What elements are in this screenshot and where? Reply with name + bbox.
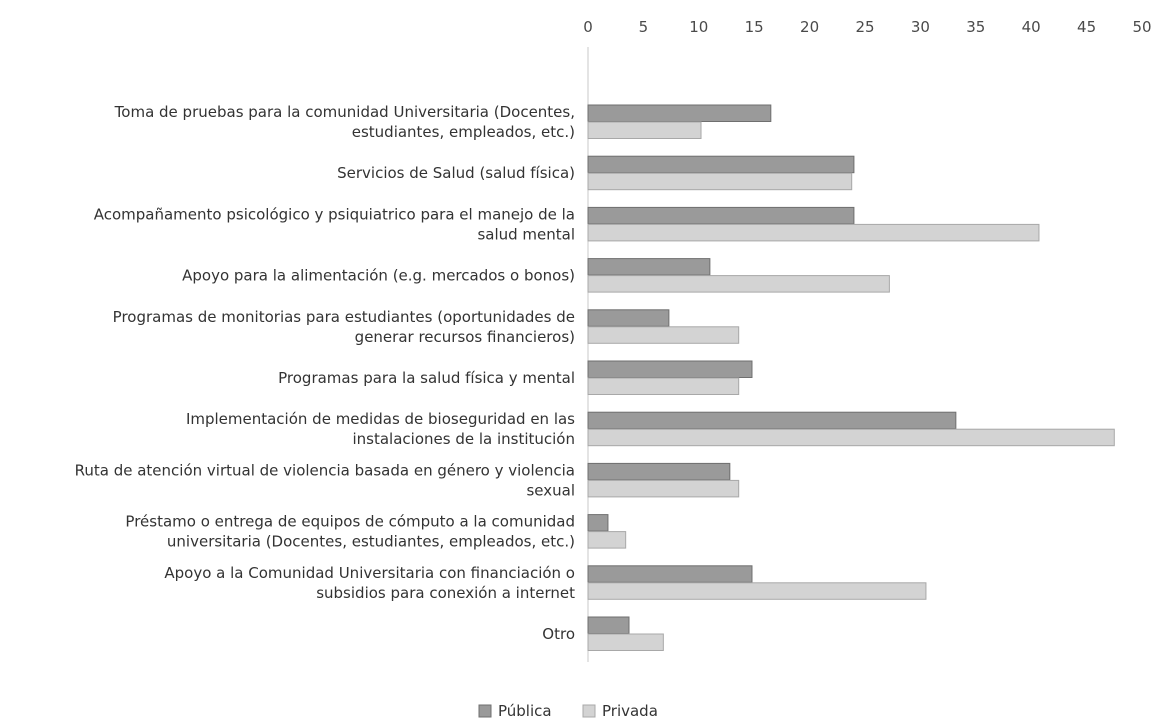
bar-publica — [587, 616, 630, 634]
legend-label-privada: Privada — [602, 702, 658, 719]
category-label: Préstamo o entrega de equipos de cómputo… — [125, 513, 575, 531]
x-tick-label: 20 — [800, 18, 819, 36]
bar-publica — [587, 155, 855, 174]
bar-privada — [587, 479, 740, 498]
bar-privada — [587, 428, 1115, 447]
bar-publica — [587, 514, 609, 532]
legend: Pública Privada — [478, 702, 658, 719]
x-tick-label: 45 — [1077, 18, 1096, 36]
x-tick-label: 40 — [1022, 18, 1041, 36]
bar-publica — [587, 565, 753, 583]
category-label: universitaria (Docentes, estudiantes, em… — [167, 533, 575, 551]
category-labels: Toma de pruebas para la comunidad Univer… — [75, 103, 576, 643]
bar-publica — [587, 309, 670, 327]
category-label: Apoyo a la Comunidad Universitaria con f… — [164, 564, 575, 582]
bar-privada — [587, 377, 740, 395]
x-axis: 0 5 10 15 20 25 30 35 40 45 50 — [583, 18, 1151, 36]
category-label: Implementación de medidas de biosegurida… — [186, 410, 575, 428]
bar-privada — [587, 121, 702, 139]
x-tick-label: 25 — [855, 18, 874, 36]
x-tick-label: 15 — [745, 18, 764, 36]
category-label: Otro — [542, 625, 575, 643]
bar-publica — [587, 411, 957, 430]
bar-publica — [587, 462, 731, 481]
bar-privada — [587, 172, 853, 191]
category-label: Programas para la salud física y mental — [278, 369, 575, 387]
legend-swatch-privada — [582, 704, 596, 718]
bar-privada — [587, 531, 627, 549]
x-tick-label: 5 — [639, 18, 649, 36]
category-label: Toma de pruebas para la comunidad Univer… — [114, 103, 575, 121]
bars — [587, 104, 1115, 651]
bar-privada — [587, 275, 890, 293]
x-tick-label: 10 — [689, 18, 708, 36]
bar-publica — [587, 206, 855, 225]
legend-label-publica: Pública — [498, 702, 552, 719]
bar-publica — [587, 360, 753, 378]
legend-swatch-publica — [478, 704, 492, 718]
category-label: sexual — [526, 481, 575, 499]
category-label: Programas de monitorias para estudiantes… — [113, 308, 575, 326]
category-label: subsidios para conexión a internet — [316, 584, 575, 602]
category-label: Apoyo para la alimentación (e.g. mercado… — [182, 267, 575, 285]
category-label: salud mental — [477, 225, 575, 243]
category-label: instalaciones de la institución — [352, 430, 575, 448]
x-tick-label: 0 — [583, 18, 593, 36]
bar-privada — [587, 633, 664, 651]
category-label: Acompañamento psicológico y psiquiatrico… — [94, 205, 575, 223]
category-label: Ruta de atención virtual de violencia ba… — [75, 461, 575, 479]
x-tick-label: 30 — [911, 18, 930, 36]
bar-publica — [587, 258, 711, 276]
category-label: estudiantes, empleados, etc.) — [352, 123, 575, 141]
bar-privada — [587, 223, 1040, 242]
bar-publica — [587, 104, 772, 122]
x-tick-label: 35 — [966, 18, 985, 36]
category-label: Servicios de Salud (salud física) — [337, 164, 575, 182]
bar-privada — [587, 326, 740, 344]
x-tick-label: 50 — [1132, 18, 1151, 36]
category-label: generar recursos financieros) — [355, 328, 575, 346]
bar-privada — [587, 582, 927, 600]
